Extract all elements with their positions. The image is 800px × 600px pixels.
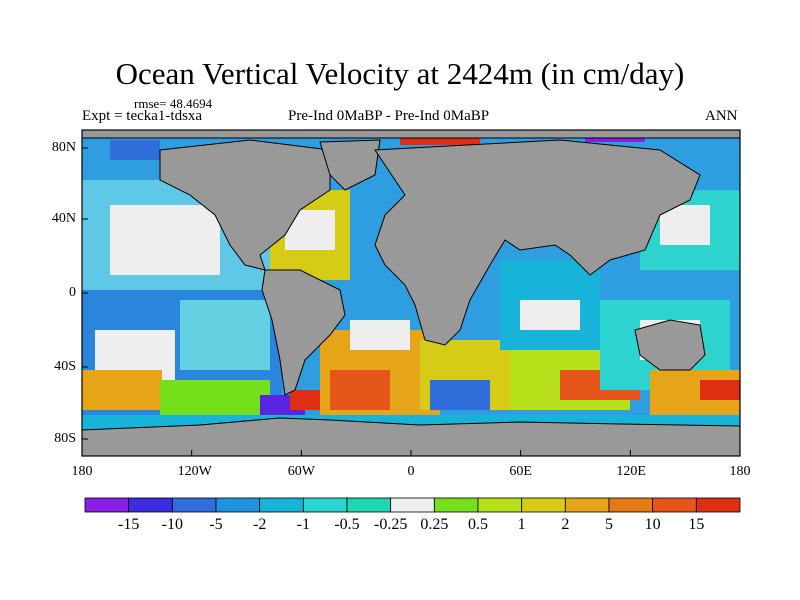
- colorbar-swatch: [302, 497, 348, 513]
- colorbar-label: 15: [688, 516, 705, 533]
- map-title: Ocean Vertical Velocity at 2424m (in cm/…: [115, 56, 685, 91]
- colorbar-label: 5: [605, 516, 613, 533]
- colorbar-swatch: [346, 497, 392, 513]
- colorbar-swatch: [215, 497, 261, 513]
- x-tick-label: 180: [729, 464, 751, 479]
- colorbar-label: -0.5: [334, 516, 360, 533]
- colorbar-swatch: [84, 497, 130, 513]
- land-masses: [82, 130, 740, 456]
- comparison-label: Pre-Ind 0MaBP - Pre-Ind 0MaBP: [288, 108, 490, 124]
- colorbar-swatch: [564, 497, 610, 513]
- y-tick-label: 40N: [51, 211, 76, 226]
- x-tick-label: 60E: [509, 464, 532, 479]
- y-tick-label: 80S: [54, 431, 76, 446]
- colorbar-swatch: [652, 497, 697, 513]
- colorbar-label: -15: [117, 516, 140, 533]
- x-tick-label: 120E: [616, 464, 646, 479]
- axis-ticks: [81, 147, 741, 456]
- x-tick-label: 180: [71, 464, 93, 479]
- colorbar-label: 10: [644, 516, 661, 533]
- colorbar-swatch: [390, 497, 435, 513]
- colorbar-swatch: [608, 497, 654, 513]
- colorbar-label: -10: [161, 516, 183, 533]
- x-tick-label: 60W: [287, 464, 315, 479]
- colorbar-swatch: [695, 497, 741, 513]
- colorbar-label: -1: [296, 516, 310, 533]
- colorbar-label: 1: [517, 516, 526, 533]
- colorbar: [84, 497, 741, 513]
- colorbar-label: 0.25: [420, 516, 449, 533]
- season-label: ANN: [705, 108, 738, 124]
- colorbar-swatch: [433, 497, 479, 513]
- colorbar-label: 0.5: [468, 516, 488, 533]
- x-tick-label: 0: [407, 464, 415, 479]
- x-tick-label: 120W: [177, 464, 212, 479]
- colorbar-label: -2: [252, 516, 267, 533]
- colorbar-label: -5: [209, 516, 223, 533]
- rmse-label: rmse= 48.4694: [134, 96, 213, 111]
- colorbar-swatch: [259, 497, 304, 513]
- experiment-label: Expt = tecka1-tdsxa: [82, 108, 203, 124]
- map-panel: [82, 130, 740, 456]
- y-tick-label: 0: [69, 285, 76, 300]
- y-tick-label: 80N: [51, 140, 76, 155]
- colorbar-swatch: [128, 497, 173, 513]
- colorbar-label: 2: [561, 516, 570, 533]
- colorbar-swatch: [521, 497, 566, 513]
- colorbar-swatch: [477, 497, 523, 513]
- colorbar-label: -0.25: [373, 516, 408, 533]
- y-tick-label: 40S: [54, 359, 76, 374]
- colorbar-swatch: [171, 497, 217, 513]
